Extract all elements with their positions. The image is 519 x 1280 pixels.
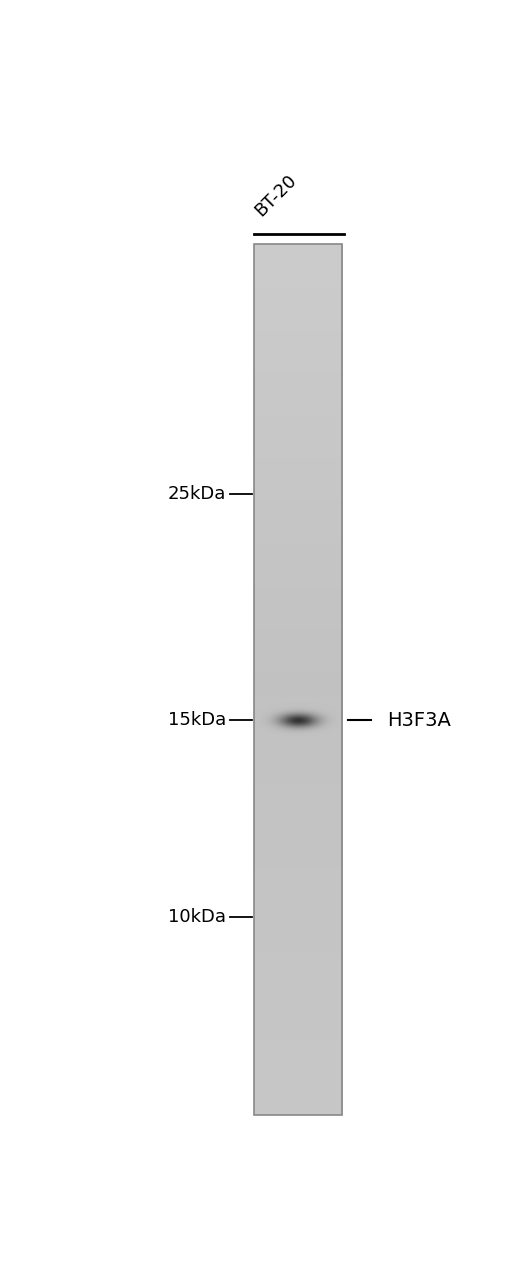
Text: 15kDa: 15kDa (168, 712, 226, 730)
Text: 25kDa: 25kDa (168, 485, 226, 503)
Bar (254, 244, 343, 1115)
Text: 10kDa: 10kDa (168, 909, 226, 927)
Text: BT-20: BT-20 (251, 170, 300, 220)
Text: H3F3A: H3F3A (387, 710, 450, 730)
